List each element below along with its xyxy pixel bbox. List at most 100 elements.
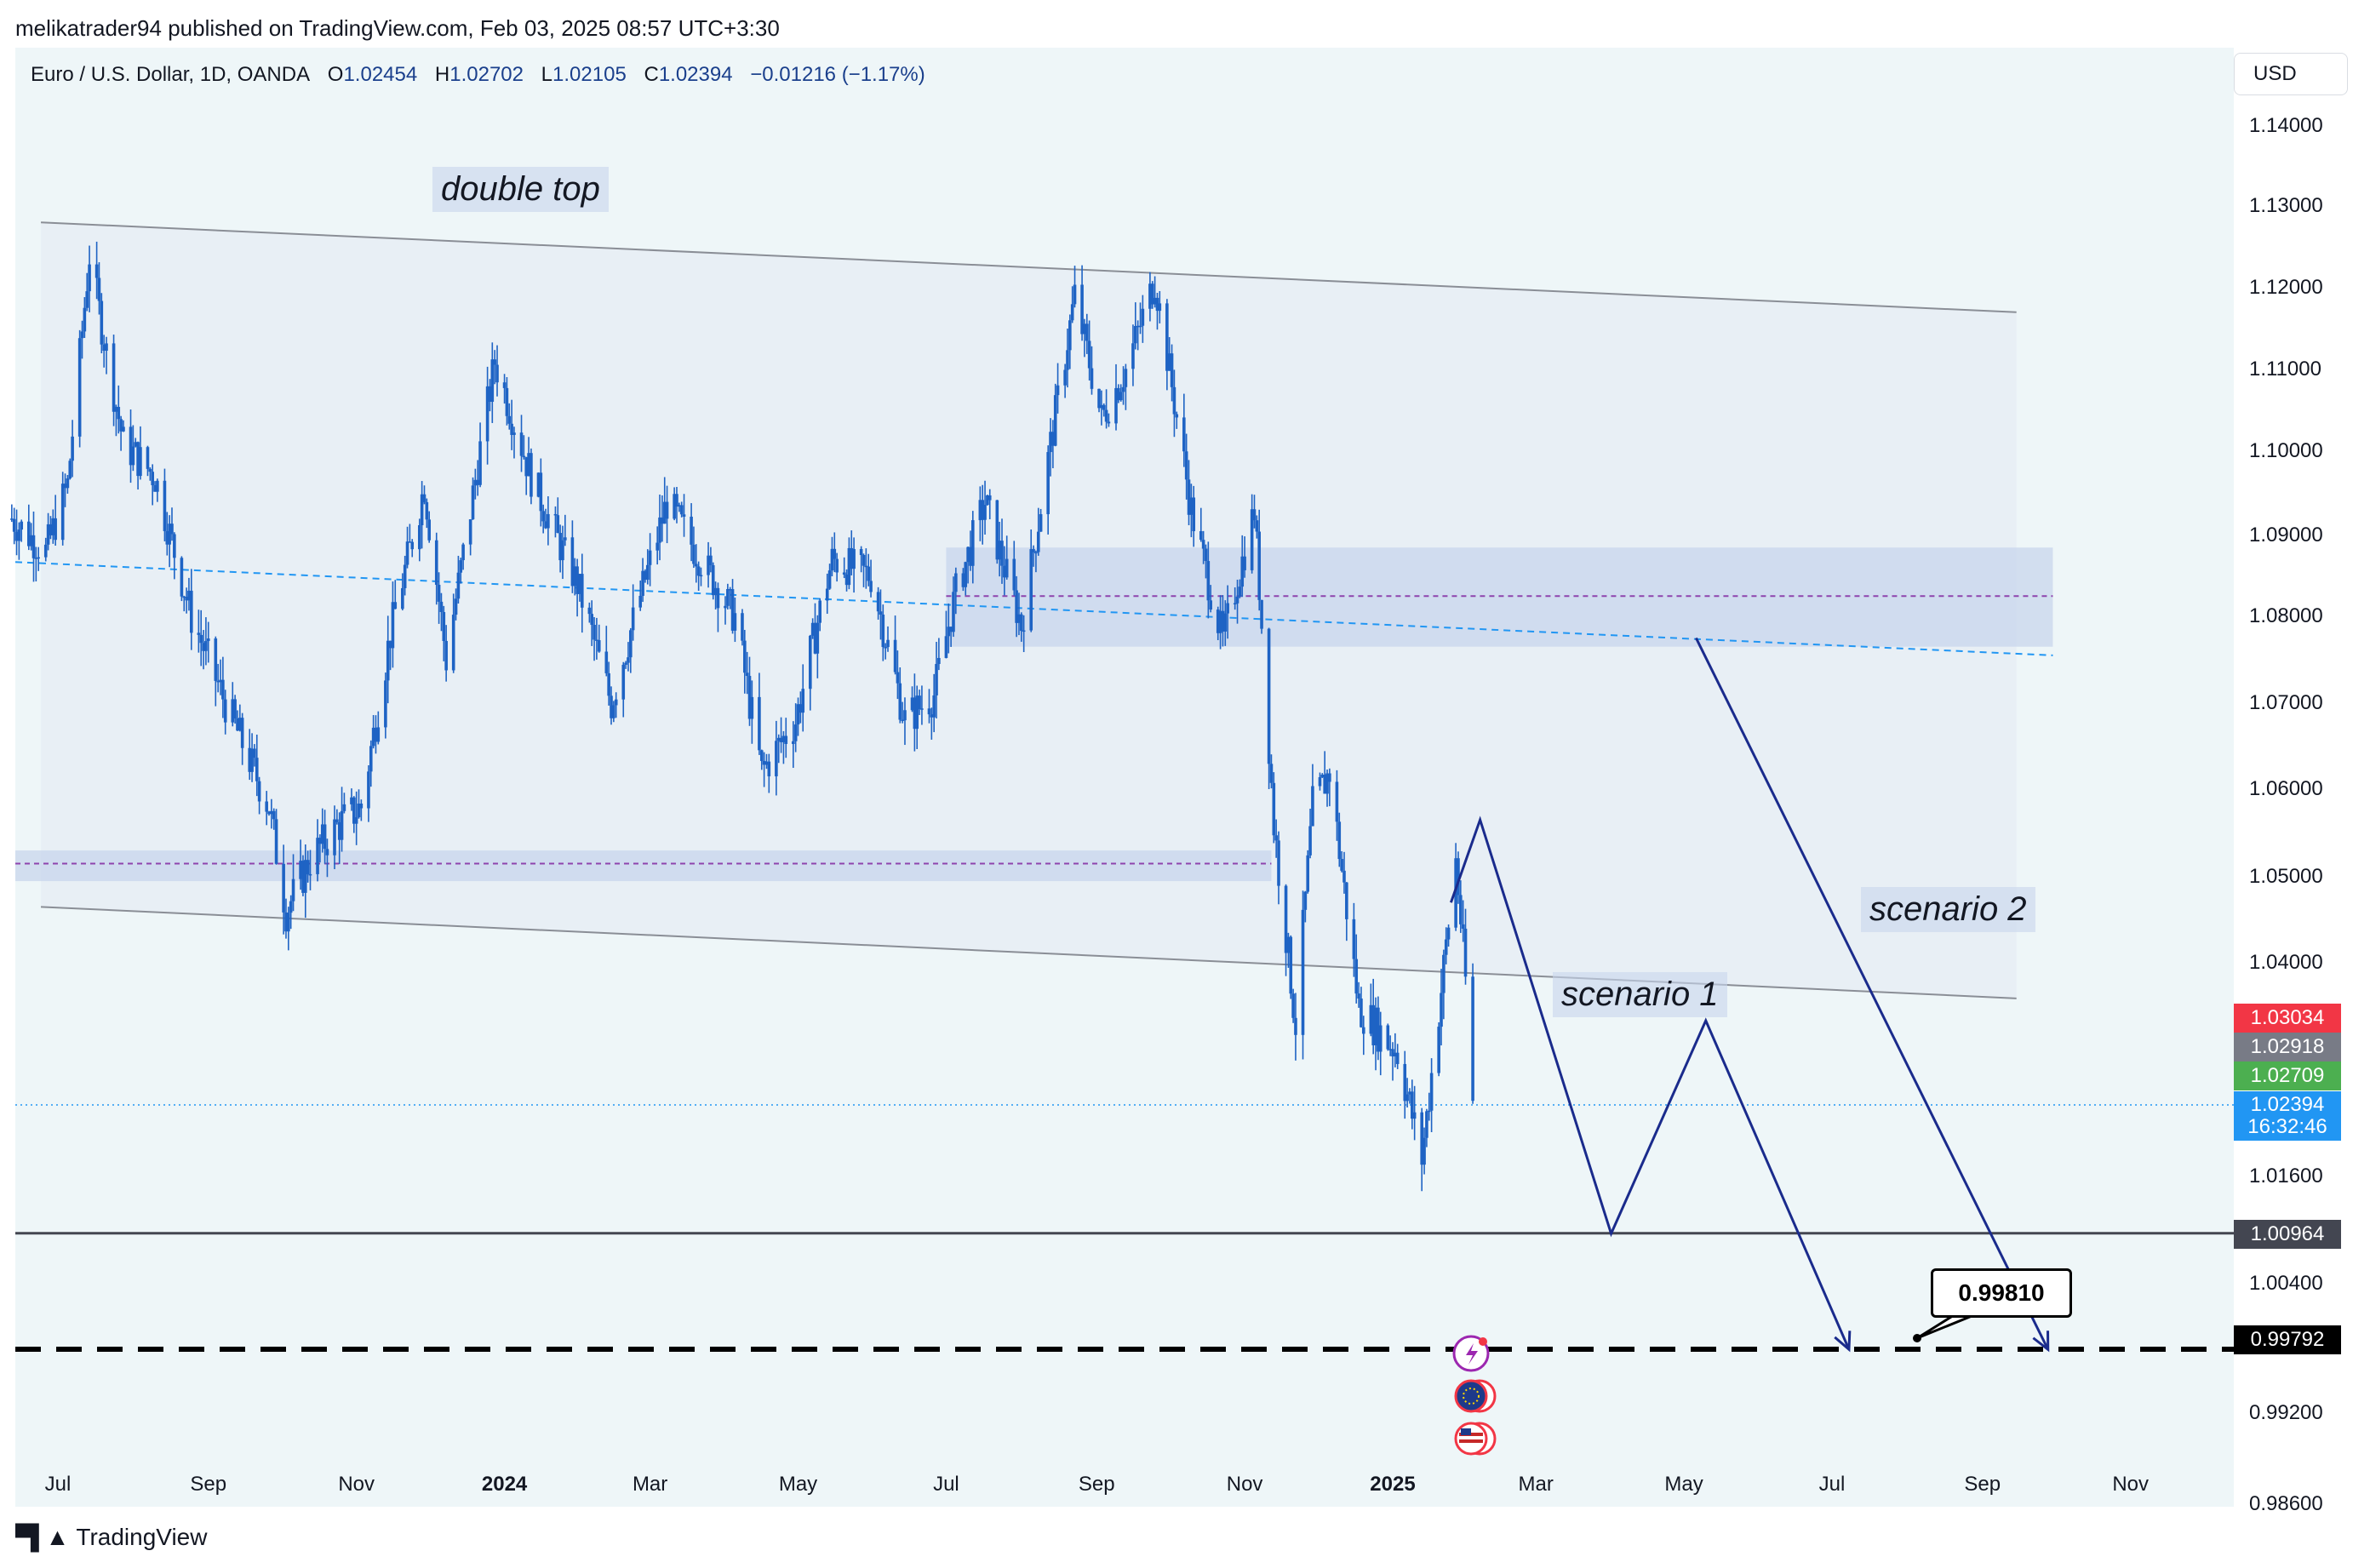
candle-body — [1032, 549, 1035, 552]
candle-body — [10, 518, 14, 520]
candle-body — [903, 710, 907, 721]
candle-body — [764, 761, 769, 765]
candle-body — [682, 514, 686, 517]
candle — [1189, 484, 1194, 538]
candle — [1221, 595, 1225, 647]
candle — [1238, 579, 1242, 598]
candle — [512, 426, 516, 459]
candle — [119, 415, 123, 451]
candle-body — [692, 544, 696, 564]
candle-body — [758, 696, 761, 751]
candle-body — [781, 735, 786, 742]
candle-body — [827, 570, 832, 589]
candle — [1046, 445, 1050, 535]
currency-button[interactable]: USD — [2234, 53, 2348, 95]
candle — [792, 721, 795, 769]
time-tick-label: Jul — [44, 1473, 72, 1496]
candle — [473, 468, 478, 500]
candle — [240, 712, 244, 765]
event-icons-layer — [1452, 1335, 1497, 1456]
candle — [536, 472, 541, 498]
candle — [867, 553, 871, 587]
candle — [724, 596, 727, 625]
candle — [1318, 772, 1322, 791]
candle — [799, 691, 803, 724]
high-label: H — [434, 63, 450, 86]
candle — [1107, 413, 1111, 427]
candle — [461, 542, 465, 570]
candle — [68, 458, 72, 480]
candle — [983, 480, 987, 535]
scenario-1-annotation[interactable]: scenario 1 — [1553, 972, 1727, 1017]
candle — [726, 583, 730, 609]
candle — [1388, 1035, 1392, 1056]
candle-body — [425, 501, 429, 520]
candle-body — [1117, 387, 1120, 401]
candle-body — [1148, 283, 1152, 309]
candle — [165, 512, 169, 556]
scenario-2-path-arrowhead — [2032, 1331, 2050, 1353]
candle-body — [350, 797, 353, 804]
time-tick-label: Mar — [1518, 1473, 1554, 1496]
candle — [1097, 388, 1101, 413]
eu-stars — [1463, 1388, 1480, 1405]
price-tick-label: 1.05000 — [2249, 865, 2323, 888]
candle-body — [136, 442, 140, 477]
candle — [1182, 393, 1186, 467]
candle-body — [580, 574, 584, 608]
candle-body — [43, 544, 48, 558]
double-top-annotation[interactable]: double top — [432, 167, 609, 212]
candle — [682, 494, 686, 537]
candle — [1252, 495, 1257, 529]
candle — [442, 605, 446, 661]
candle — [944, 610, 948, 659]
candle — [1377, 996, 1380, 1061]
candle — [420, 481, 424, 549]
candle — [459, 558, 463, 584]
candle — [522, 435, 526, 460]
candle-body — [236, 718, 239, 731]
price-tick-label: 1.11000 — [2249, 358, 2321, 381]
candle — [673, 487, 676, 521]
candle — [1233, 587, 1237, 610]
symbol-name[interactable]: Euro / U.S. Dollar, 1D, OANDA — [31, 63, 311, 86]
target-callout[interactable]: 0.99810 — [1931, 1268, 2072, 1318]
candle-body — [645, 564, 650, 581]
price-scale[interactable] — [2234, 48, 2370, 1507]
candle — [796, 697, 800, 736]
candle-body — [131, 446, 135, 466]
candle — [558, 524, 562, 573]
candle — [678, 502, 681, 512]
scenario-2-annotation[interactable]: scenario 2 — [1861, 887, 2035, 932]
footer[interactable]: ▀▌▲ TradingView — [15, 1524, 207, 1551]
candle — [485, 366, 489, 465]
candle — [937, 638, 941, 671]
candle — [1015, 575, 1018, 638]
candle-body — [505, 387, 509, 416]
candle-body — [1423, 1137, 1426, 1165]
candle-body — [612, 705, 615, 718]
candle-body — [1053, 395, 1057, 446]
candle — [60, 472, 65, 546]
candle — [648, 533, 652, 587]
candle — [801, 664, 805, 732]
candle-body — [1102, 404, 1106, 410]
countdown-label: 16:32:46 — [2247, 1115, 2327, 1138]
candle-body — [1187, 479, 1191, 515]
candle — [1412, 1085, 1417, 1141]
candle-body — [231, 699, 235, 723]
candle-body — [978, 500, 982, 521]
candle — [995, 500, 999, 564]
candle — [37, 547, 40, 571]
candle-body — [564, 537, 567, 541]
candle — [764, 753, 769, 770]
candle-body — [570, 537, 575, 587]
candle-body — [1138, 325, 1142, 328]
candle — [1056, 363, 1060, 414]
candle-body — [335, 819, 339, 822]
candle — [675, 487, 678, 524]
candle — [1005, 535, 1009, 580]
candle-body — [1000, 541, 1004, 566]
candle — [776, 734, 781, 764]
